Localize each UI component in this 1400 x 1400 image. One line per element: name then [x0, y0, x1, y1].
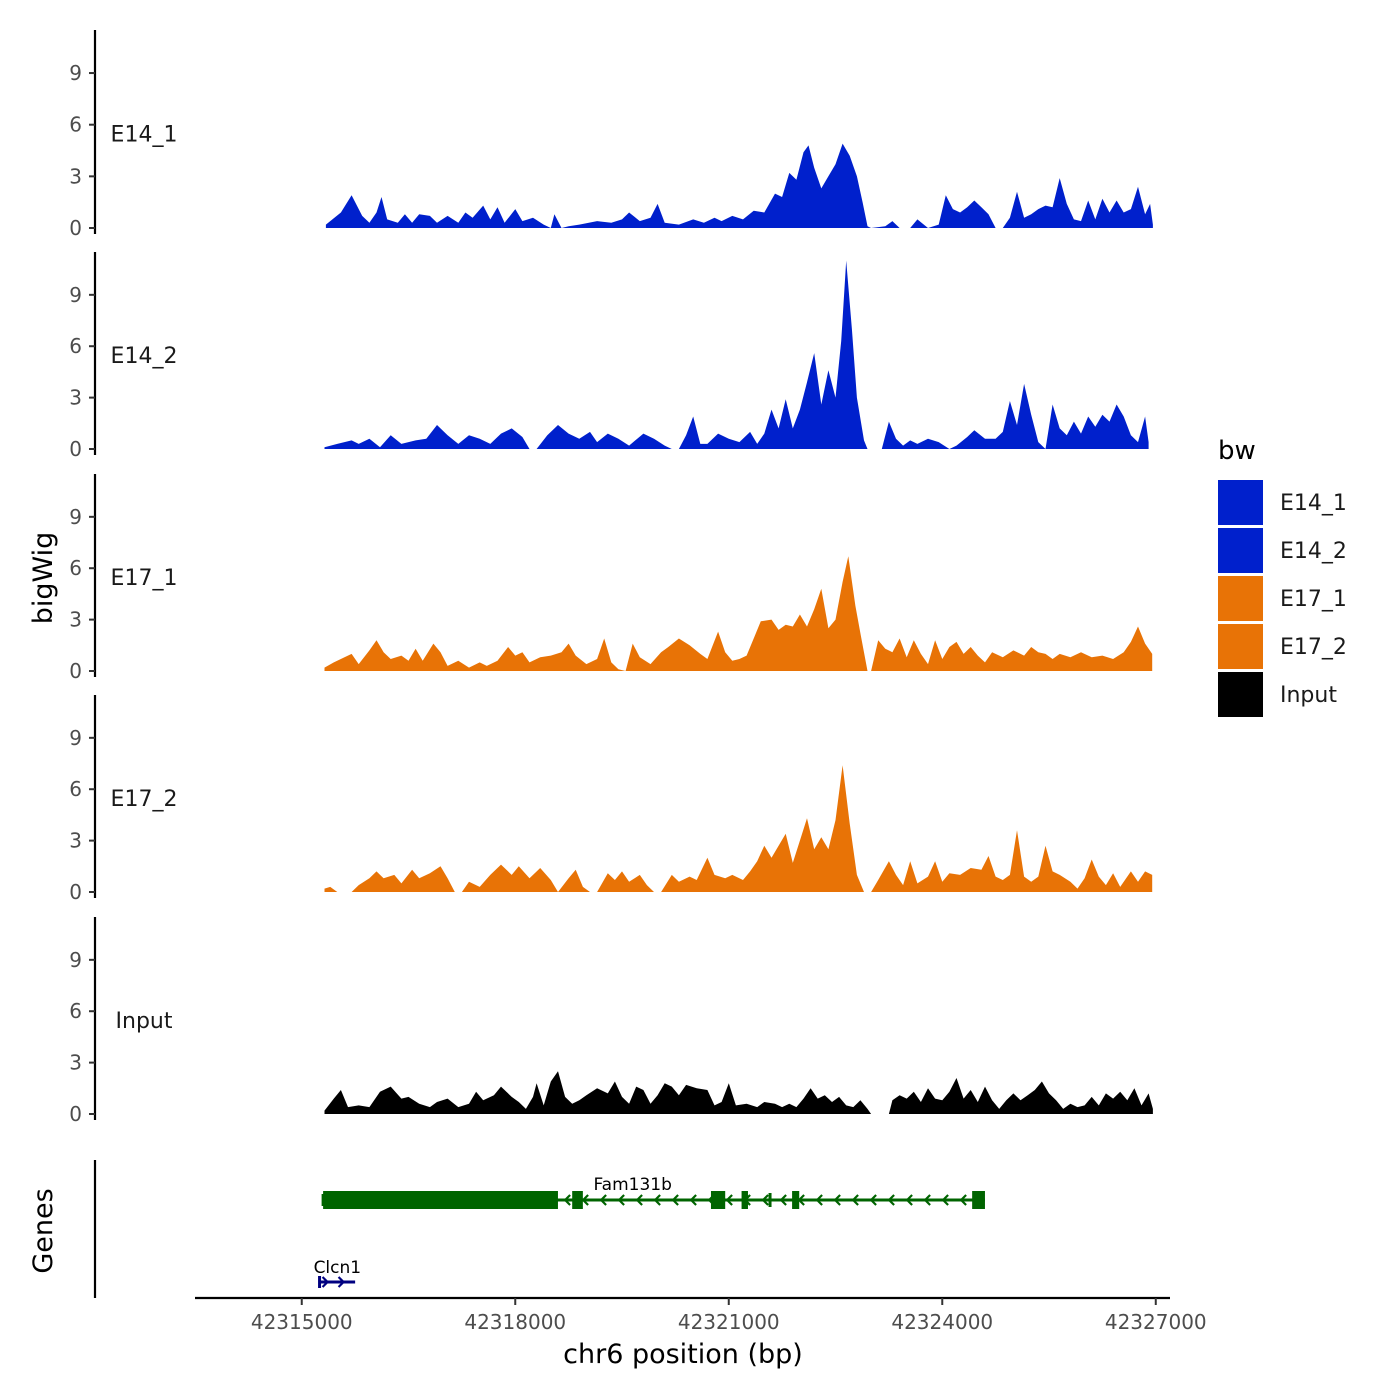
y-tick-label: 6 — [69, 777, 82, 801]
y-tick-label: 9 — [69, 948, 82, 972]
gene-Clcn1: Clcn1 — [314, 1258, 362, 1288]
y-tick-label: 6 — [69, 113, 82, 137]
track-E17_1: 0 3 6 9 E17_1 — [69, 474, 1153, 683]
x-tick-label: 42318000 — [464, 1310, 566, 1334]
x-tick-label: 42324000 — [891, 1310, 993, 1334]
x-tick-label: 42315000 — [251, 1310, 353, 1334]
tracks-layer: 0 3 6 9 E14_1 0 3 6 9 E14_2 0 3 6 9 E17_1 0 3 6 9 E17_2 0 3 6 9… — [69, 30, 1153, 1126]
x-axis: 42315000 42318000 42321000 42324000 42327000 — [195, 1296, 1207, 1334]
genes-track-title: Genes — [28, 1188, 59, 1273]
strand-arrow — [815, 1194, 823, 1206]
track-E17_2: 0 3 6 9 E17_2 — [69, 695, 1153, 904]
y-tick-label: 6 — [69, 334, 82, 358]
y-tick-label: 6 — [69, 556, 82, 580]
strand-arrow — [653, 1194, 661, 1206]
y-tick-label: 3 — [69, 608, 82, 632]
y-tick-label: 9 — [69, 505, 82, 529]
strand-arrow — [779, 1194, 787, 1206]
coverage-area-Input — [324, 1071, 1153, 1114]
y-tick-label: 6 — [69, 999, 82, 1023]
y-tick-label: 9 — [69, 61, 82, 85]
gene-exon — [741, 1191, 748, 1209]
legend-label: E14_1 — [1280, 491, 1347, 516]
y-tick-label: 3 — [69, 1051, 82, 1075]
strand-arrow — [725, 1194, 733, 1206]
gene-Fam131b: Fam131b — [321, 1175, 985, 1209]
strand-arrow — [941, 1194, 949, 1206]
y-tick-label: 0 — [69, 880, 82, 904]
y-axis-title: bigWig — [28, 532, 59, 625]
strand-arrow — [581, 1194, 589, 1206]
gene-label: Clcn1 — [314, 1258, 362, 1278]
y-tick-label: 3 — [69, 829, 82, 853]
strand-arrow — [923, 1194, 931, 1206]
y-tick-label: 9 — [69, 283, 82, 307]
strand-arrow — [833, 1194, 841, 1206]
strand-arrow — [905, 1194, 913, 1206]
strand-arrow — [869, 1194, 877, 1206]
strand-arrow — [689, 1194, 697, 1206]
legend-label: Input — [1280, 683, 1337, 708]
gene-exon — [972, 1191, 985, 1209]
y-tick-label: 0 — [69, 1102, 82, 1126]
legend-label: E17_2 — [1280, 635, 1347, 660]
y-tick-label: 0 — [69, 659, 82, 683]
strand-arrow — [337, 1276, 346, 1288]
coverage-area-E17_2 — [324, 765, 1153, 892]
track-label: E17_1 — [111, 566, 178, 591]
genes-layer: Fam131b Clcn1 — [93, 1160, 985, 1298]
legend-title: bw — [1218, 436, 1256, 466]
strand-arrow — [761, 1194, 769, 1206]
gene-exon — [572, 1191, 583, 1209]
legend-label: E14_2 — [1280, 539, 1347, 564]
strand-arrow — [599, 1194, 607, 1206]
strand-arrow — [635, 1194, 643, 1206]
strand-arrow — [563, 1194, 571, 1206]
strand-arrow — [959, 1194, 967, 1206]
x-axis-title: chr6 position (bp) — [563, 1339, 803, 1370]
track-label: E14_2 — [111, 344, 178, 369]
strand-arrow — [671, 1194, 679, 1206]
legend: bw E14_1 E14_2 E17_1 E17_2 Input — [1218, 436, 1347, 717]
track-label: E14_1 — [111, 122, 178, 147]
y-tick-label: 3 — [69, 164, 82, 188]
coverage-area-E14_2 — [324, 260, 1149, 449]
strand-arrow — [887, 1194, 895, 1206]
coverage-area-E14_1 — [325, 143, 1153, 228]
y-tick-label: 0 — [69, 216, 82, 240]
x-tick-label: 42321000 — [678, 1310, 780, 1334]
legend-swatch-E17_2 — [1218, 624, 1263, 669]
coverage-area-E17_1 — [324, 556, 1153, 671]
gene-label: Fam131b — [593, 1175, 671, 1195]
x-tick-label: 42327000 — [1105, 1310, 1207, 1334]
y-tick-label: 9 — [69, 726, 82, 750]
strand-arrow — [851, 1194, 859, 1206]
track-E14_2: 0 3 6 9 E14_2 — [69, 252, 1149, 461]
legend-label: E17_1 — [1280, 587, 1347, 612]
gene-exon — [710, 1191, 726, 1209]
legend-swatch-Input — [1218, 672, 1263, 717]
y-tick-label: 3 — [69, 386, 82, 410]
gene-exon — [792, 1191, 800, 1209]
legend-swatch-E14_2 — [1218, 528, 1263, 573]
track-E14_1: 0 3 6 9 E14_1 — [69, 30, 1153, 240]
legend-swatch-E14_1 — [1218, 480, 1263, 525]
track-label: Input — [116, 1009, 173, 1034]
gene-exon — [323, 1191, 558, 1209]
legend-swatch-E17_1 — [1218, 576, 1263, 621]
strand-arrow — [617, 1194, 625, 1206]
strand-arrow — [321, 1276, 330, 1288]
track-label: E17_2 — [111, 787, 178, 812]
y-tick-label: 0 — [69, 437, 82, 461]
track-Input: 0 3 6 9 Input — [69, 917, 1153, 1126]
